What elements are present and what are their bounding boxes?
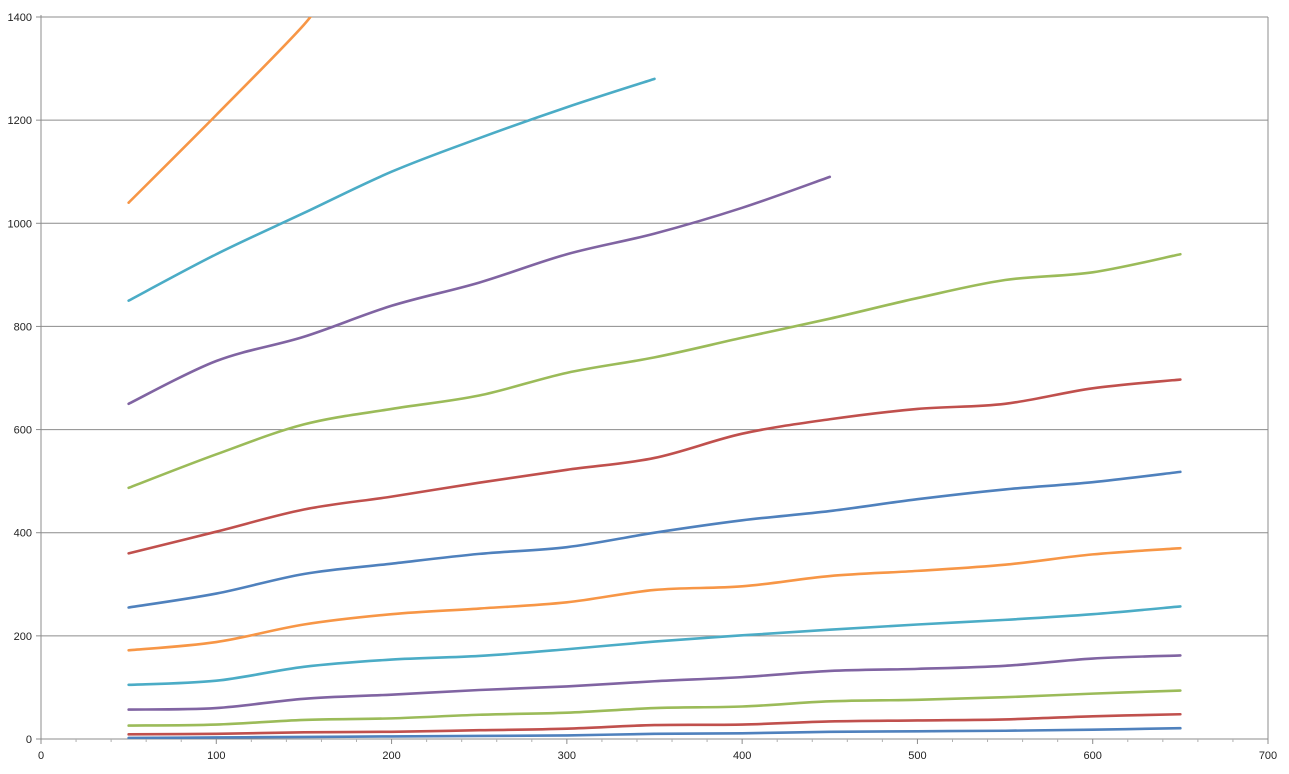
y-tick-label: 800 <box>14 321 32 333</box>
series-line-6 <box>127 546 1182 652</box>
x-tick-label: 600 <box>1084 750 1102 762</box>
y-tick-label: 1400 <box>8 12 32 24</box>
x-tick-label: 400 <box>733 750 751 762</box>
y-tick-label: 1000 <box>8 218 32 230</box>
series-line-1 <box>127 726 1182 739</box>
x-tick-label: 0 <box>38 750 44 762</box>
x-tick-label: 500 <box>908 750 926 762</box>
y-tick-label: 400 <box>14 528 32 540</box>
series-line-11 <box>127 77 656 302</box>
series-line-12 <box>127 17 312 204</box>
y-tick-label: 200 <box>14 631 32 643</box>
y-tick-label: 0 <box>26 734 32 746</box>
series-line-5 <box>127 605 1182 687</box>
y-tick-label: 1200 <box>8 115 32 127</box>
series-line-2 <box>127 712 1182 736</box>
y-tick-label: 600 <box>14 425 32 437</box>
series-line-8 <box>127 378 1182 555</box>
x-tick-label: 200 <box>382 750 400 762</box>
series-line-10 <box>127 175 832 406</box>
series-line-3 <box>127 689 1182 727</box>
gridlines <box>41 16 1268 637</box>
axes <box>36 15 1269 744</box>
x-tick-label: 100 <box>207 750 225 762</box>
series-group <box>127 17 1182 739</box>
series-line-9 <box>127 252 1182 490</box>
tick-labels: 0 100 200 300 400 500 600 700 0 200 400 600 800 1000 1… <box>8 12 1278 762</box>
x-tick-label: 700 <box>1259 750 1277 762</box>
x-tick-label: 300 <box>558 750 576 762</box>
series-line-7 <box>127 470 1182 609</box>
series-line-4 <box>127 654 1182 711</box>
